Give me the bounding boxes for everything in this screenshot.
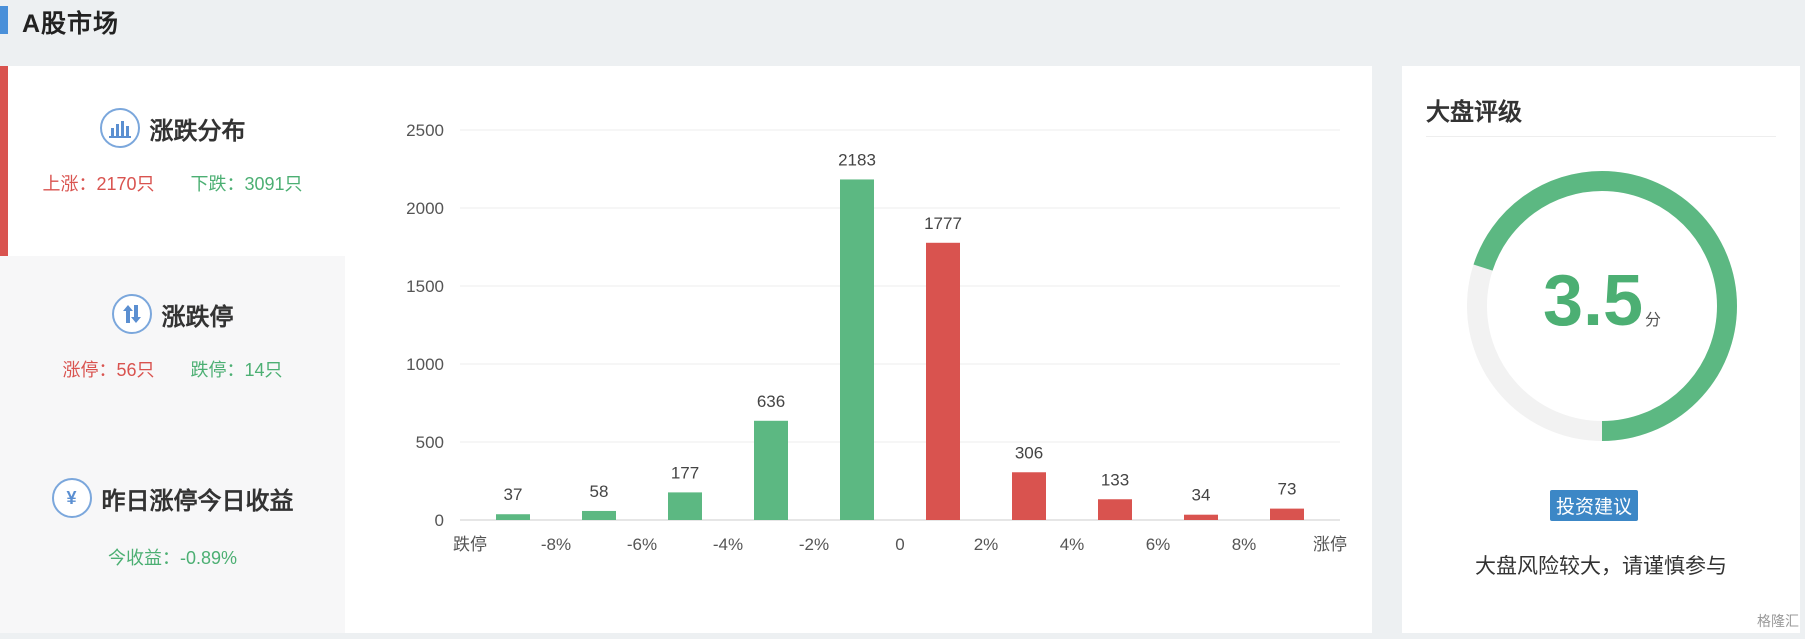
today-return: 今收益：-0.89% (107, 548, 238, 568)
x-tick-label: 涨停 (1313, 535, 1347, 554)
bar-chart-icon (99, 108, 140, 148)
bar (926, 242, 960, 520)
bar (1098, 499, 1132, 520)
sidebar-card-yesterday-limit[interactable]: ¥ 昨日涨停今日收益 今收益：-0.89% (0, 478, 345, 628)
data-label: 34 (1192, 486, 1211, 505)
x-tick-label: 2% (974, 535, 999, 554)
page-title: A股市场 (22, 10, 120, 38)
data-label: 306 (1015, 443, 1043, 462)
data-label: 177 (671, 463, 699, 482)
sidebar-card-limit[interactable]: 涨跌停 涨停：56只 跌停：14只 (0, 276, 345, 426)
x-tick-label: 跌停 (453, 535, 487, 554)
x-tick-label: 6% (1146, 535, 1171, 554)
yen-icon: ¥ (51, 478, 92, 518)
data-label: 37 (504, 485, 523, 504)
score-unit: 分 (1645, 312, 1662, 329)
x-tick-label: -4% (713, 535, 743, 554)
distribution-bar-chart: 0 500 1000 1500 2000 2500 跌停 -8% -6% -4% -2% 0 2% 4% 6… (406, 121, 1347, 554)
data-label: 133 (1101, 470, 1129, 489)
bar (1012, 472, 1046, 520)
card-title: 涨跌停 (161, 303, 234, 331)
page-header: A股市场 (0, 0, 1805, 66)
x-tick-label: 0 (895, 535, 904, 554)
down-count: 下跌：3091只 (190, 174, 303, 194)
data-label: 636 (757, 392, 785, 411)
y-tick-label: 0 (435, 511, 444, 530)
card-title: 涨跌分布 (149, 117, 246, 145)
market-rating-panel: 大盘评级 3.5 分 投资建议 大盘风险较大，请谨慎参与 (1402, 66, 1800, 633)
x-tick-label: 4% (1060, 535, 1085, 554)
bar (1270, 508, 1304, 520)
data-label: 58 (590, 482, 609, 501)
y-tick-label: 1000 (406, 355, 444, 374)
bar (1184, 514, 1218, 520)
card-title: 昨日涨停今日收益 (101, 487, 294, 515)
y-tick-label: 2500 (406, 121, 444, 140)
limit-down-count: 跌停：14只 (190, 360, 283, 380)
data-label: 2183 (838, 150, 876, 169)
rating-title: 大盘评级 (1426, 99, 1522, 126)
advice-text: 大盘风险较大，请谨慎参与 (1475, 555, 1727, 578)
rating-gauge: 3.5 分 (1462, 166, 1742, 446)
rating-score: 3.5 分 (1462, 260, 1742, 342)
up-down-arrows-icon (111, 294, 152, 334)
x-tick-label: -2% (799, 535, 829, 554)
bar (496, 514, 530, 520)
watermark: 格隆汇 (1757, 613, 1799, 629)
y-tick-label: 500 (416, 433, 444, 452)
sidebar: 涨跌分布 上涨：2170只 下跌：3091只 涨跌停 涨停：56只 跌停：14只… (0, 66, 345, 633)
bar (840, 179, 874, 520)
data-label: 73 (1278, 480, 1297, 499)
x-tick-label: -6% (627, 535, 657, 554)
score-value: 3.5 (1542, 261, 1644, 341)
bar (668, 492, 702, 520)
header-accent-bar (0, 6, 8, 34)
x-tick-label: -8% (541, 535, 571, 554)
x-tick-label: 8% (1232, 535, 1257, 554)
gauge-arc (1467, 171, 1737, 441)
data-label: 1777 (924, 214, 962, 233)
y-tick-label: 1500 (406, 277, 444, 296)
bar (582, 510, 616, 520)
rating-divider (1426, 136, 1776, 137)
limit-up-count: 涨停：56只 (62, 360, 155, 380)
y-tick-label: 2000 (406, 199, 444, 218)
advice-badge: 投资建议 (1550, 490, 1639, 521)
sidebar-card-distribution[interactable]: 涨跌分布 上涨：2170只 下跌：3091只 (0, 66, 345, 256)
up-count: 上涨：2170只 (42, 174, 155, 194)
bar (754, 420, 788, 520)
